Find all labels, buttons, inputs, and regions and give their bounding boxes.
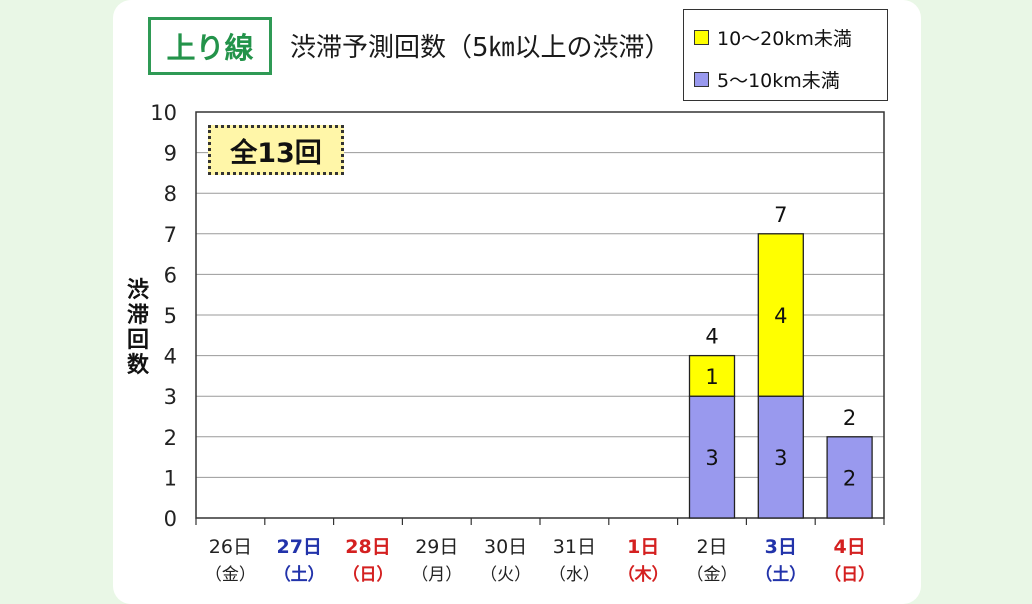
bar-segment xyxy=(757,395,804,519)
legend-label: 10～20km未満 xyxy=(717,28,852,50)
y-tick-label: 3 xyxy=(164,385,177,409)
bar-total-label: 7 xyxy=(774,203,787,227)
bar-total-label: 4 xyxy=(705,325,718,349)
x-tick-label-date: 28日 xyxy=(345,536,390,558)
bar-segment-label: 4 xyxy=(774,304,787,328)
x-tick-label-day: （土） xyxy=(755,564,806,585)
legend-swatch-yellow xyxy=(694,30,709,45)
y-tick-label: 1 xyxy=(164,466,177,490)
y-axis-label-char: 滞 xyxy=(126,303,149,328)
direction-label: 上り線 xyxy=(166,31,254,65)
y-axis-label: 渋滞回数 xyxy=(122,278,154,378)
y-tick-label: 8 xyxy=(164,182,177,206)
bar-total-label: 2 xyxy=(843,406,856,430)
x-tick-label-day: （日） xyxy=(824,564,875,585)
y-axis-label-char: 数 xyxy=(126,353,149,378)
bar-segment xyxy=(688,354,736,397)
y-tick-label: 2 xyxy=(164,426,177,450)
x-tick-label-date: 31日 xyxy=(553,536,596,558)
y-tick-label: 0 xyxy=(164,507,177,531)
legend: 10～20km未満 5～10km未満 xyxy=(683,9,888,101)
x-tick-label-date: 2日 xyxy=(696,536,727,558)
bar-segment-label: 3 xyxy=(705,446,718,470)
legend-item-10-20km: 10～20km未満 xyxy=(694,24,852,51)
x-tick-label-day: （日） xyxy=(343,564,394,585)
y-axis-label-char: 渋 xyxy=(126,278,149,303)
x-tick-label-date: 1日 xyxy=(627,536,659,558)
bar-segment xyxy=(757,233,804,397)
bar-segment-label: 1 xyxy=(705,365,718,389)
bar-segment xyxy=(826,436,873,519)
x-tick-label-day: （金） xyxy=(205,565,256,585)
x-tick-label-date: 26日 xyxy=(209,536,252,558)
x-tick-label-day: （水） xyxy=(549,565,600,585)
legend-swatch-blue xyxy=(694,72,709,87)
legend-label: 5～10km未満 xyxy=(717,70,840,92)
x-tick-label-date: 3日 xyxy=(765,536,797,558)
x-tick-label-day: （土） xyxy=(274,564,325,585)
chart-title: 渋滞予測回数（5㎞以上の渋滞） xyxy=(290,33,671,63)
direction-badge: 上り線 xyxy=(148,17,272,75)
y-tick-label: 9 xyxy=(164,142,177,166)
y-tick-label: 4 xyxy=(164,345,177,369)
x-tick-label-date: 30日 xyxy=(484,536,527,558)
total-label: 全13回 xyxy=(230,137,322,169)
y-tick-label: 10 xyxy=(150,101,177,125)
x-tick-label-day: （金） xyxy=(687,565,738,585)
bar-segment-label: 3 xyxy=(774,446,787,470)
total-badge: 全13回 xyxy=(208,125,344,175)
y-tick-label: 7 xyxy=(164,223,177,247)
y-tick-label: 5 xyxy=(164,304,177,328)
x-tick-label-day: （木） xyxy=(618,564,669,585)
x-tick-label-date: 29日 xyxy=(415,536,458,558)
legend-item-5-10km: 5～10km未満 xyxy=(694,66,840,93)
x-tick-label-date: 4日 xyxy=(833,536,865,558)
y-tick-label: 6 xyxy=(164,263,177,287)
y-axis-label-char: 回 xyxy=(126,328,149,353)
bar-segment-label: 2 xyxy=(843,466,856,490)
x-tick-label-day: （月） xyxy=(411,565,462,585)
x-tick-label-day: （火） xyxy=(480,565,531,585)
x-tick-label-date: 27日 xyxy=(276,536,321,558)
